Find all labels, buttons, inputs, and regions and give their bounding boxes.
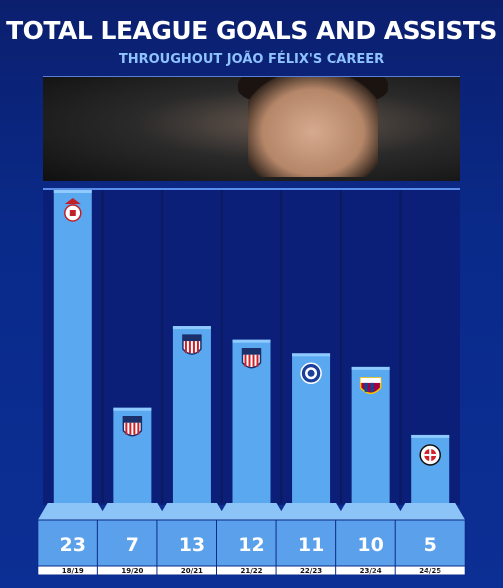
bar-top-edge: [292, 353, 331, 357]
pedestal-top: [156, 503, 227, 520]
x-tick-label: 24/25: [419, 567, 441, 575]
data-label: 13: [179, 534, 205, 556]
bar: [53, 190, 92, 503]
milan-crest-icon: [419, 444, 441, 466]
pedestal-front: [37, 519, 109, 567]
bar-top-edge: [232, 339, 271, 343]
x-tick-label: 22/23: [300, 567, 322, 575]
chart-title: TOTAL LEAGUE GOALS AND ASSISTS: [6, 16, 497, 45]
pedestal-top: [216, 503, 287, 520]
bar-top-edge: [172, 326, 211, 330]
pedestal-front: [156, 519, 228, 567]
atletico-crest-icon: [241, 347, 262, 369]
pedestal-top: [395, 503, 466, 520]
barcelona-crest-icon: [359, 377, 382, 395]
bar-top-edge: [113, 407, 152, 411]
player-photo: [43, 76, 460, 181]
x-tick-label: 23/24: [360, 567, 382, 575]
season-strip: [394, 565, 466, 576]
photo-face: [248, 77, 378, 177]
atletico-crest-icon: [122, 415, 143, 437]
bar: [172, 326, 211, 503]
x-tick-label: 18/19: [62, 567, 84, 575]
pedestal-top: [37, 503, 108, 520]
pedestal-top: [276, 503, 347, 520]
chelsea-crest-icon: [300, 362, 322, 385]
data-label: 23: [60, 534, 86, 556]
data-label: 7: [126, 534, 139, 556]
pedestal-top: [97, 503, 168, 520]
bar-top-edge: [351, 366, 390, 370]
pedestal-front: [394, 519, 466, 567]
x-tick-label: 20/21: [181, 567, 203, 575]
atletico-crest-icon: [182, 334, 202, 355]
x-tick-label: 21/22: [240, 567, 262, 575]
data-label: 11: [298, 534, 324, 556]
chart-subtitle: THROUGHOUT JOÃO FÉLIX'S CAREER: [118, 52, 385, 67]
watermark: ©SPORT SHIT: [370, 566, 450, 577]
bar-top-edge: [411, 434, 450, 438]
data-label: 5: [424, 534, 437, 556]
benfica-crest-icon: [64, 198, 82, 222]
data-label: 10: [357, 534, 383, 556]
pedestal-top: [335, 503, 406, 520]
data-label: 12: [238, 534, 264, 556]
bar-top-edge: [53, 190, 92, 193]
x-tick-label: 19/20: [121, 567, 143, 575]
